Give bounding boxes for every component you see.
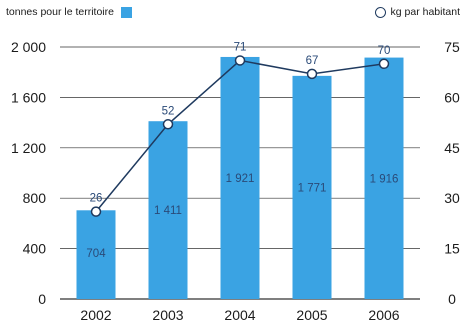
line-point [378, 58, 390, 70]
legend-bars-label: tonnes pour le territoire [6, 6, 114, 18]
legend-bars: tonnes pour le territoire [6, 6, 132, 18]
y-left-tick-label: 1 600 [11, 89, 46, 105]
line-point [162, 119, 174, 130]
x-tick-label: 2002 [80, 307, 111, 323]
y-right-tick-label: 0 [448, 291, 456, 307]
bar-value-label: 1 916 [370, 173, 399, 185]
line-value-label: 52 [162, 105, 175, 117]
legend-line-label: kg par habitant [390, 6, 460, 18]
bar-value-label: 704 [86, 248, 106, 260]
line-value-label: 71 [234, 41, 247, 53]
line-point [90, 206, 102, 217]
x-tick-label: 2003 [152, 307, 183, 323]
y-left-tick-label: 800 [23, 190, 47, 206]
y-left-tick-label: 0 [38, 291, 46, 307]
line-point [234, 55, 246, 66]
legend-line: kg par habitant [374, 6, 460, 18]
y-right-tick-label: 30 [444, 190, 460, 206]
bar-value-label: 1 921 [226, 173, 255, 185]
y-right-tick-label: 75 [444, 39, 460, 55]
y-left-tick-label: 2 000 [11, 39, 46, 55]
line-point [306, 68, 318, 80]
y-right-tick-label: 15 [444, 241, 460, 257]
bar-value-label: 1 771 [298, 182, 327, 194]
line-value-label: 67 [306, 55, 319, 67]
bar [220, 56, 260, 300]
legend-line-marker [374, 6, 386, 18]
y-right-tick-label: 45 [444, 140, 460, 156]
y-right-tick-label: 60 [444, 89, 460, 105]
x-tick-label: 2006 [368, 307, 399, 323]
y-left-tick-label: 1 200 [11, 140, 46, 156]
bar [292, 75, 332, 299]
line-value-label: 26 [90, 193, 103, 205]
x-tick-label: 2005 [296, 307, 327, 323]
legend-bar-swatch [120, 6, 132, 18]
bar [364, 57, 404, 299]
line-value-label: 70 [378, 45, 391, 57]
bar [148, 121, 188, 300]
bar-value-label: 1 411 [154, 205, 182, 217]
y-left-tick-label: 400 [23, 241, 47, 257]
bar [76, 210, 116, 299]
x-tick-label: 2004 [224, 307, 255, 323]
